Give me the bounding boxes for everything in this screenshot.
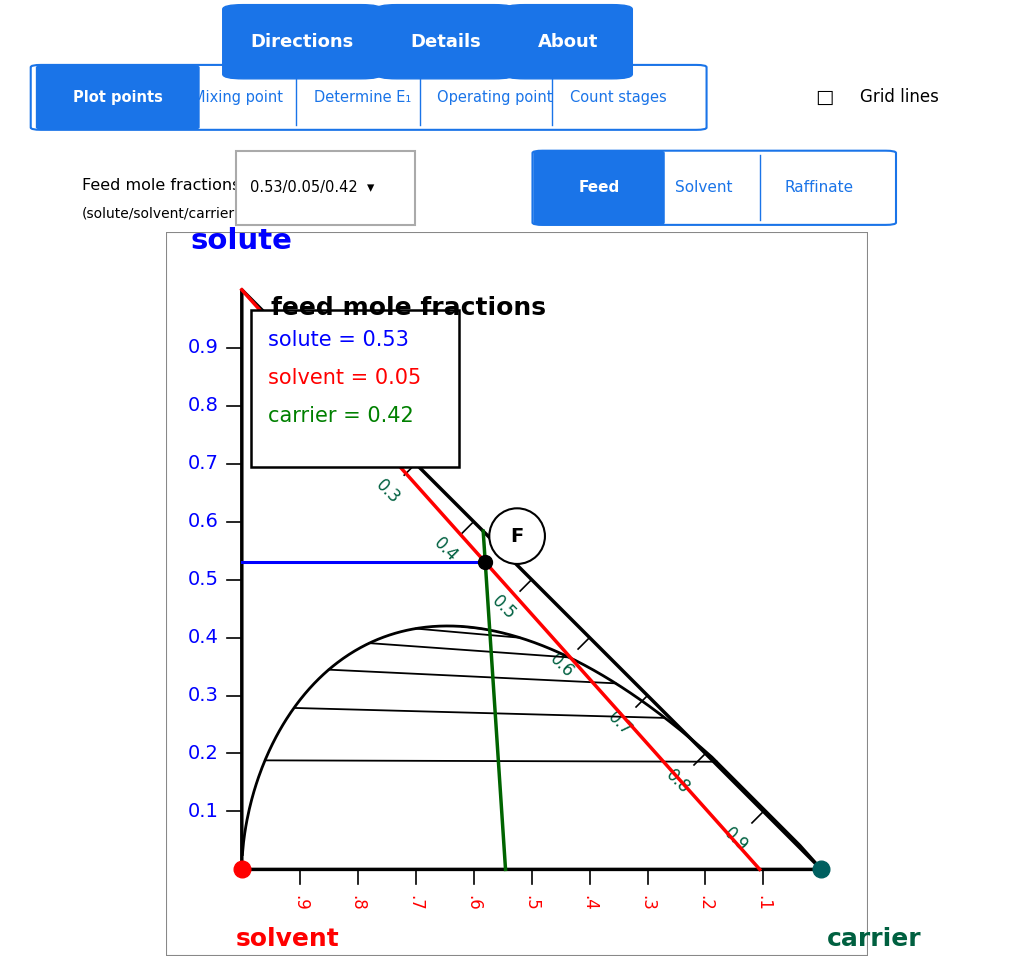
Text: carrier = 0.42: carrier = 0.42 <box>268 406 414 426</box>
Text: (solute/solvent/carrier): (solute/solvent/carrier) <box>82 207 241 220</box>
Text: solvent: solvent <box>236 927 340 952</box>
Text: 0.7: 0.7 <box>187 454 219 473</box>
Text: .3: .3 <box>639 895 656 911</box>
Text: Raffinate: Raffinate <box>784 181 854 195</box>
Text: .1: .1 <box>755 895 772 911</box>
Text: 0.6: 0.6 <box>187 512 219 531</box>
Text: .2: .2 <box>696 895 715 911</box>
Text: Determine E₁: Determine E₁ <box>314 90 411 105</box>
FancyBboxPatch shape <box>535 151 664 225</box>
Text: 0.2: 0.2 <box>187 744 219 763</box>
Text: .8: .8 <box>349 895 367 911</box>
Text: 0.1: 0.1 <box>187 802 219 821</box>
Text: .4: .4 <box>581 895 599 911</box>
FancyBboxPatch shape <box>31 65 707 129</box>
Text: Count stages: Count stages <box>570 90 667 105</box>
Text: Directions: Directions <box>251 33 353 51</box>
Text: 0.9: 0.9 <box>720 824 752 855</box>
Text: carrier: carrier <box>827 927 922 952</box>
FancyBboxPatch shape <box>505 5 633 79</box>
Text: 0.4: 0.4 <box>430 534 462 565</box>
Text: solute: solute <box>190 227 293 255</box>
FancyBboxPatch shape <box>251 310 459 467</box>
Text: Feed: Feed <box>579 181 620 195</box>
Text: Mixing point: Mixing point <box>193 90 283 105</box>
Text: F: F <box>511 526 523 546</box>
Text: .7: .7 <box>407 895 425 911</box>
Text: Plot points: Plot points <box>73 90 163 105</box>
Text: .9: .9 <box>291 895 309 911</box>
Text: .5: .5 <box>522 895 541 911</box>
Text: 0.5: 0.5 <box>187 570 219 589</box>
Text: 0.3: 0.3 <box>187 686 219 705</box>
Text: 0.8: 0.8 <box>187 396 219 415</box>
Text: 0.5: 0.5 <box>488 592 519 623</box>
Text: Operating point: Operating point <box>437 90 552 105</box>
FancyBboxPatch shape <box>532 151 896 225</box>
Text: 0.9: 0.9 <box>187 338 219 357</box>
Text: solvent = 0.05: solvent = 0.05 <box>268 368 421 388</box>
Text: 0.4: 0.4 <box>187 628 219 647</box>
Text: 0.53/0.05/0.42  ▾: 0.53/0.05/0.42 ▾ <box>250 181 375 195</box>
Text: Grid lines: Grid lines <box>860 88 939 106</box>
Text: 0.3: 0.3 <box>372 476 403 507</box>
Text: About: About <box>539 33 598 51</box>
Text: 0.8: 0.8 <box>662 766 693 797</box>
Text: Solvent: Solvent <box>675 181 732 195</box>
FancyBboxPatch shape <box>236 151 415 225</box>
Text: 0.1: 0.1 <box>256 360 288 391</box>
FancyBboxPatch shape <box>36 65 200 129</box>
Circle shape <box>489 508 545 564</box>
Text: □: □ <box>815 88 834 107</box>
Text: Feed mole fractions: Feed mole fractions <box>82 178 241 193</box>
FancyBboxPatch shape <box>377 5 514 79</box>
Text: 0.2: 0.2 <box>314 418 345 449</box>
Text: feed mole fractions: feed mole fractions <box>270 296 546 320</box>
Text: 0.7: 0.7 <box>604 708 635 739</box>
Text: Details: Details <box>410 33 481 51</box>
Text: solute = 0.53: solute = 0.53 <box>268 330 409 351</box>
Text: .6: .6 <box>465 895 482 911</box>
FancyBboxPatch shape <box>223 5 381 79</box>
Text: 0.6: 0.6 <box>546 650 578 681</box>
